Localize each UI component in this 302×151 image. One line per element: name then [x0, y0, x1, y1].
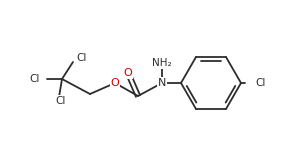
Text: Cl: Cl: [55, 96, 65, 106]
Text: O: O: [111, 78, 119, 88]
Text: Cl: Cl: [76, 53, 86, 63]
Text: Cl: Cl: [255, 78, 265, 88]
Text: O: O: [124, 68, 132, 78]
Text: NH₂: NH₂: [152, 58, 172, 68]
Text: N: N: [158, 78, 166, 88]
Text: Cl: Cl: [30, 74, 40, 84]
